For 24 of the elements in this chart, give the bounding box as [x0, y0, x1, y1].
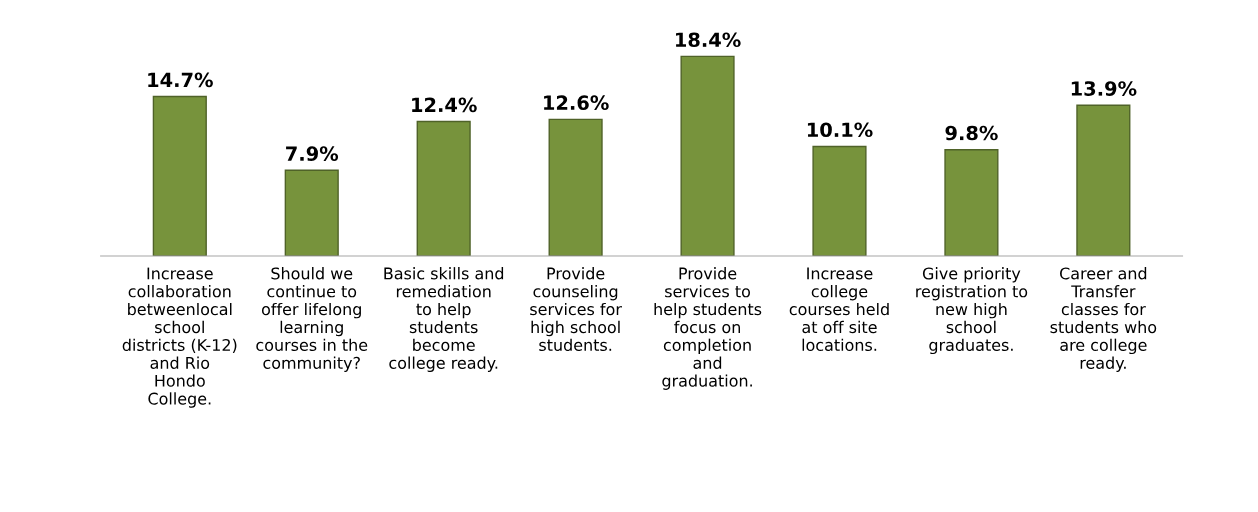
- data-label: 7.9%: [286, 146, 339, 161]
- bar: [812, 145, 867, 256]
- x-tick-label: Give priority registration to new high school graduates.: [916, 267, 1028, 355]
- data-label: 18.4%: [676, 32, 741, 48]
- bar: [416, 120, 471, 256]
- x-tick-label: Basic skills and remediation to help students become college ready.: [384, 267, 504, 372]
- x-tick-label: Provide services to help students focus on completion and graduation.: [654, 267, 762, 390]
- x-tick-label: Increase college courses held at off site locations.: [789, 267, 889, 352]
- data-label: 10.1%: [807, 122, 873, 138]
- data-label: 12.6%: [544, 95, 609, 110]
- x-tick-label: Career and Transfer classes for students who are college ready.: [1050, 267, 1157, 372]
- data-label: 13.9%: [1071, 81, 1137, 96]
- data-label: 12.4%: [412, 97, 477, 113]
- x-tick-label: Provide counseling services for high school students.: [530, 267, 622, 352]
- data-label: 14.7%: [148, 72, 213, 88]
- x-tick-label: Increase collaboration betweenlocal school districts (K-12) and Rio Hondo College.: [122, 267, 237, 408]
- x-tick-label: Should we continue to offer lifelong learning courses in the community?: [256, 267, 368, 372]
- bar: [548, 118, 603, 256]
- bar: [152, 95, 207, 256]
- bar: [680, 55, 735, 256]
- bar: [944, 148, 999, 256]
- bar: [284, 169, 339, 256]
- data-label: 9.8%: [945, 125, 998, 141]
- bar: [1076, 104, 1131, 256]
